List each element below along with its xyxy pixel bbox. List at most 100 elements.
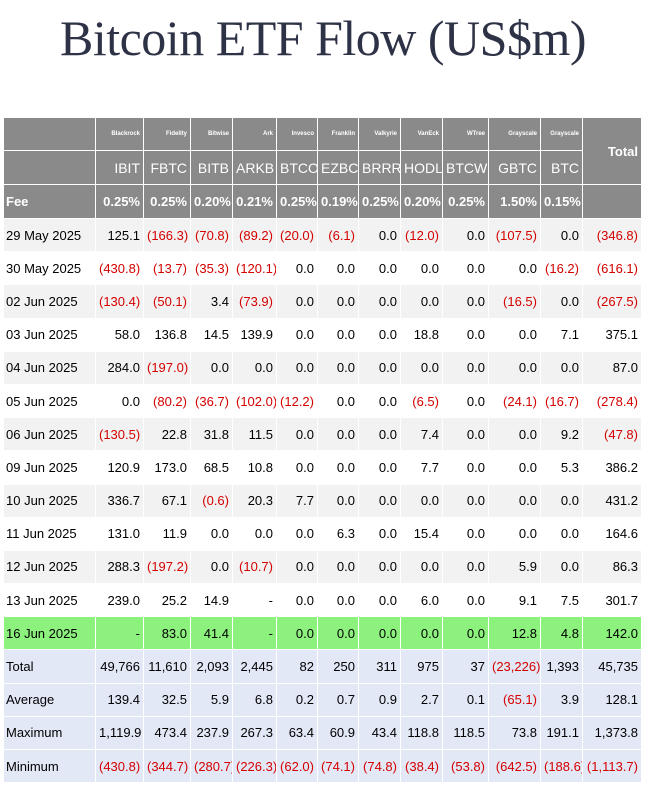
total-cell: (616.1) — [582, 251, 642, 286]
issuer-header: Grayscale — [488, 117, 541, 151]
table-row: 11 Jun 2025 131.0 11.9 0.0 0.0 0.0 6.3 0.0 15.4 0… — [3, 516, 642, 551]
flow-cell: 0.0 — [276, 450, 318, 485]
flow-cell: 0.0 — [358, 516, 401, 551]
table-row: 09 Jun 2025 120.9 173.0 68.5 10.8 0.0 0.0 0.0 7.… — [3, 450, 642, 485]
fee-value: 0.20% — [400, 184, 443, 219]
flow-cell: 7.7 — [400, 450, 443, 485]
flow-cell: (24.1) — [488, 383, 541, 419]
flow-cell: 0.0 — [540, 516, 583, 551]
total-cell: 386.2 — [582, 450, 642, 485]
summary-cell: 32.5 — [143, 682, 191, 717]
fee-value: 1.50% — [488, 184, 541, 219]
flow-cell: 0.0 — [358, 616, 401, 651]
flow-cell: 0.0 — [540, 284, 583, 319]
summary-cell: (23,226) — [488, 649, 541, 684]
summary-cell: 2.7 — [400, 682, 443, 717]
summary-cell: 82 — [276, 649, 318, 684]
table-row: 05 Jun 2025 0.0 (80.2) (36.7) (102.0) (12.2) 0… — [3, 383, 642, 419]
summary-label: Average — [3, 682, 96, 717]
summary-cell: 0.7 — [317, 682, 359, 717]
flow-cell: 0.0 — [276, 350, 318, 385]
summary-cell: 0.1 — [442, 682, 489, 717]
flow-cell: 0.0 — [317, 317, 359, 352]
summary-cell: 60.9 — [317, 715, 359, 751]
flow-cell: 0.0 — [442, 483, 489, 518]
flow-cell: 18.8 — [400, 317, 443, 352]
summary-row: Average 139.4 32.5 5.9 6.8 0.2 0.7 0.9 2.7 0.1 (65… — [3, 682, 642, 717]
flow-cell: (35.3) — [190, 251, 233, 286]
flow-cell: - — [232, 616, 277, 651]
table-row: 10 Jun 2025 336.7 67.1 (0.6) 20.3 7.7 0.0 0.0 0.… — [3, 483, 642, 518]
flow-cell: 0.0 — [540, 483, 583, 518]
flow-cell: 20.3 — [232, 483, 277, 518]
flow-cell: (12.2) — [276, 383, 318, 419]
flow-cell: (197.2) — [143, 549, 191, 585]
flow-cell: 6.0 — [400, 583, 443, 618]
flow-cell: 0.0 — [442, 450, 489, 485]
summary-cell: 237.9 — [190, 715, 233, 751]
summary-cell: (65.1) — [488, 682, 541, 717]
issuer-header: Franklin — [317, 117, 359, 151]
summary-cell: (430.8) — [95, 748, 144, 784]
flow-cell: 0.0 — [442, 516, 489, 551]
flow-cell: 3.4 — [190, 284, 233, 319]
flow-cell: 0.0 — [317, 417, 359, 452]
flow-cell: (197.0) — [143, 350, 191, 385]
flow-cell: 14.5 — [190, 317, 233, 352]
summary-cell: 1,373.8 — [582, 715, 642, 751]
table-row: 03 Jun 2025 58.0 136.8 14.5 139.9 0.0 0.0 0.0 18… — [3, 317, 642, 352]
flow-cell: (102.0) — [232, 383, 277, 419]
total-cell: (278.4) — [582, 383, 642, 419]
fee-value: 0.19% — [317, 184, 359, 219]
flow-cell: (16.2) — [540, 251, 583, 286]
flow-cell: 0.0 — [317, 549, 359, 585]
flow-cell: 0.0 — [276, 583, 318, 618]
summary-cell: (188.6) — [540, 748, 583, 784]
flow-cell: 0.0 — [358, 217, 401, 253]
ticker-header: FBTC — [143, 150, 191, 185]
flow-cell: 0.0 — [190, 350, 233, 385]
total-cell: 431.2 — [582, 483, 642, 518]
ticker-header: BITB — [190, 150, 233, 185]
flow-cell: 9.2 — [540, 417, 583, 452]
flow-cell: 0.0 — [488, 317, 541, 352]
fee-value: 0.20% — [190, 184, 233, 219]
flow-cell: 139.9 — [232, 317, 277, 352]
flow-cell: 68.5 — [190, 450, 233, 485]
date-cell: 13 Jun 2025 — [3, 583, 96, 618]
flow-cell: (10.7) — [232, 549, 277, 585]
total-cell: 301.7 — [582, 583, 642, 618]
flow-cell: 5.9 — [488, 549, 541, 585]
flow-cell: 0.0 — [442, 383, 489, 419]
flow-cell: 5.3 — [540, 450, 583, 485]
fee-value: 0.21% — [232, 184, 277, 219]
flow-cell: 10.8 — [232, 450, 277, 485]
summary-cell: 45,735 — [582, 649, 642, 684]
flow-cell: 83.0 — [143, 616, 191, 651]
flow-cell: 0.0 — [358, 417, 401, 452]
flow-cell: 0.0 — [358, 450, 401, 485]
summary-cell: 63.4 — [276, 715, 318, 751]
flow-cell: 0.0 — [317, 450, 359, 485]
flow-cell: 0.0 — [442, 284, 489, 319]
flow-cell: 0.0 — [358, 251, 401, 286]
flow-cell: 0.0 — [358, 350, 401, 385]
table-row: 13 Jun 2025 239.0 25.2 14.9-0.0 0.0 0.0 6.0 0.0… — [3, 583, 642, 618]
summary-cell: (280.7) — [190, 748, 233, 784]
summary-cell: 118.5 — [442, 715, 489, 751]
flow-cell: 131.0 — [95, 516, 144, 551]
flow-cell: (16.5) — [488, 284, 541, 319]
ticker-header: BRRR — [358, 150, 401, 185]
date-cell: 09 Jun 2025 — [3, 450, 96, 485]
summary-cell: (38.4) — [400, 748, 443, 784]
flow-cell: 0.0 — [276, 616, 318, 651]
flow-cell: 7.7 — [276, 483, 318, 518]
summary-row: Maximum 1,119.9 473.4 237.9 267.3 63.4 60.9 43.… — [3, 715, 642, 751]
flow-cell: 0.0 — [400, 616, 443, 651]
flow-cell: 0.0 — [442, 616, 489, 651]
fee-value: 0.25% — [276, 184, 318, 219]
flow-cell: 0.0 — [276, 251, 318, 286]
issuer-header: Invesco — [276, 117, 318, 151]
date-cell: 02 Jun 2025 — [3, 284, 96, 319]
flow-cell: 67.1 — [143, 483, 191, 518]
